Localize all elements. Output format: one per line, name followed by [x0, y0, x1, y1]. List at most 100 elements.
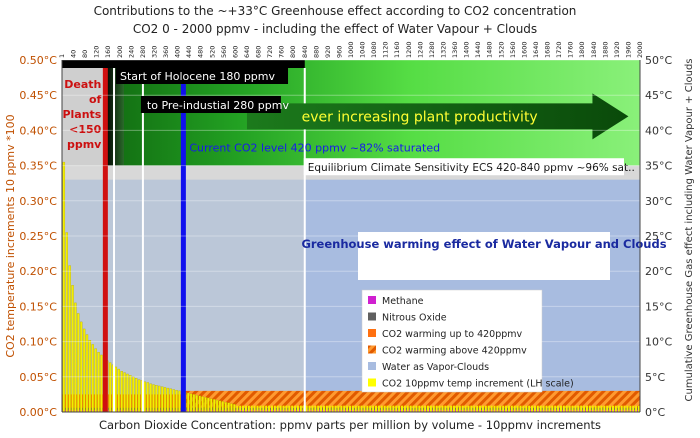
increment-bar	[531, 405, 534, 412]
increment-bar	[85, 334, 89, 413]
increment-bar	[117, 368, 120, 413]
y-axis-label-right: Cumulative Greenhouse Gas effect includi…	[684, 58, 695, 401]
y-tick-left: 0.10°C	[19, 336, 57, 349]
increment-bar	[551, 405, 554, 412]
increment-bar	[212, 399, 216, 413]
y-tick-right: 0°C	[645, 406, 665, 419]
increment-bar	[559, 405, 562, 412]
x-tick-label: 520	[208, 46, 216, 58]
increment-bar	[473, 405, 476, 412]
increment-bar	[224, 401, 227, 413]
increment-bar	[317, 405, 320, 412]
increment-bar	[276, 405, 279, 412]
legend-swatch	[368, 362, 376, 370]
increment-bar	[620, 405, 623, 412]
marker-line-280	[141, 68, 144, 412]
increment-bar	[502, 405, 505, 412]
increment-bar	[348, 405, 351, 412]
increment-bar	[126, 373, 129, 413]
x-tick-label: 840	[301, 46, 309, 58]
increment-bar	[453, 405, 456, 412]
increment-bar	[247, 405, 250, 412]
increment-bar	[320, 405, 323, 412]
increment-bar	[91, 344, 94, 413]
increment-bar	[571, 405, 574, 412]
x-tick-label: 680	[255, 46, 263, 58]
x-tick-label: 320	[150, 46, 158, 58]
increment-bar	[389, 405, 392, 412]
x-tick-label: 1040	[359, 41, 367, 58]
increment-bar	[242, 405, 245, 412]
increment-bar	[519, 405, 522, 412]
chart-title: Contributions to the ~+33°C Greenhouse e…	[94, 4, 577, 18]
increment-bar	[455, 405, 458, 412]
increment-bar	[484, 405, 487, 412]
increment-bar	[588, 405, 591, 412]
increment-bar	[580, 405, 583, 412]
increment-bar	[542, 405, 545, 412]
increment-bar	[204, 397, 207, 413]
increment-bar	[152, 384, 155, 413]
increment-bar	[374, 405, 378, 412]
increment-bar	[311, 405, 314, 412]
x-tick-label: 1360	[451, 41, 459, 58]
increment-bar	[583, 405, 586, 412]
death-zone	[62, 60, 106, 166]
increment-bar	[207, 397, 210, 413]
increment-bar	[230, 403, 233, 413]
increment-bar	[429, 405, 432, 412]
increment-bar	[74, 302, 77, 413]
increment-bar	[490, 405, 493, 412]
preindustrial-label-bg	[140, 96, 281, 113]
increment-bar	[609, 405, 612, 412]
increment-bar	[377, 405, 380, 412]
x-tick-label: 920	[324, 46, 332, 58]
increment-bar	[201, 396, 204, 413]
increment-bar	[178, 390, 181, 413]
increment-bar	[351, 405, 354, 412]
increment-bar	[218, 400, 222, 413]
increment-bar	[637, 405, 640, 412]
y-tick-right: 5°C	[645, 371, 665, 384]
increment-bar	[308, 405, 311, 412]
increment-bar	[383, 405, 386, 412]
increment-bar	[380, 405, 383, 412]
x-tick-label: 440	[185, 46, 193, 58]
x-tick-label: 560	[220, 46, 228, 58]
increment-bar	[158, 385, 161, 413]
increment-bar	[409, 405, 412, 412]
increment-bar	[71, 285, 74, 413]
x-tick-label: 760	[278, 46, 286, 58]
chart-marks: ever increasing plant productivity Death o…	[62, 68, 667, 413]
legend-item: CO2 10ppmv temp increment (LH scale)	[382, 379, 574, 390]
y-tick-left: 0.50°C	[19, 54, 57, 67]
x-tick-label: 1640	[532, 41, 540, 58]
increment-bar	[114, 366, 118, 413]
increment-bar	[192, 394, 196, 413]
x-tick-label: 800	[289, 46, 297, 58]
increment-bar	[441, 405, 444, 412]
increment-bar	[265, 405, 268, 412]
increment-bar	[94, 348, 97, 413]
increment-bar	[143, 381, 146, 413]
increment-bar	[360, 405, 363, 412]
increment-bar	[129, 375, 132, 413]
increment-bar	[253, 405, 256, 412]
increment-bar	[227, 402, 230, 413]
x-tick-label: 640	[243, 46, 251, 58]
increment-bar	[123, 372, 126, 413]
x-tick-label: 1960	[624, 41, 632, 58]
increment-bar	[357, 405, 360, 412]
increment-bar	[557, 405, 560, 412]
increment-bar	[577, 405, 580, 412]
increment-bar	[435, 405, 438, 412]
y-tick-left: 0.45°C	[19, 89, 57, 102]
marker-line-420	[180, 68, 186, 412]
y-tick-right: 45°C	[645, 89, 672, 102]
increment-bar	[395, 405, 398, 412]
vapour-box	[358, 232, 610, 280]
increment-bar	[273, 405, 276, 412]
axis-ticks: 0.00°C 0.05°C 0.10°C 0.15°C 0.20°C 0.25°C 0.30…	[19, 41, 672, 419]
increment-bar	[427, 405, 430, 412]
x-tick-label: 1440	[474, 41, 482, 58]
